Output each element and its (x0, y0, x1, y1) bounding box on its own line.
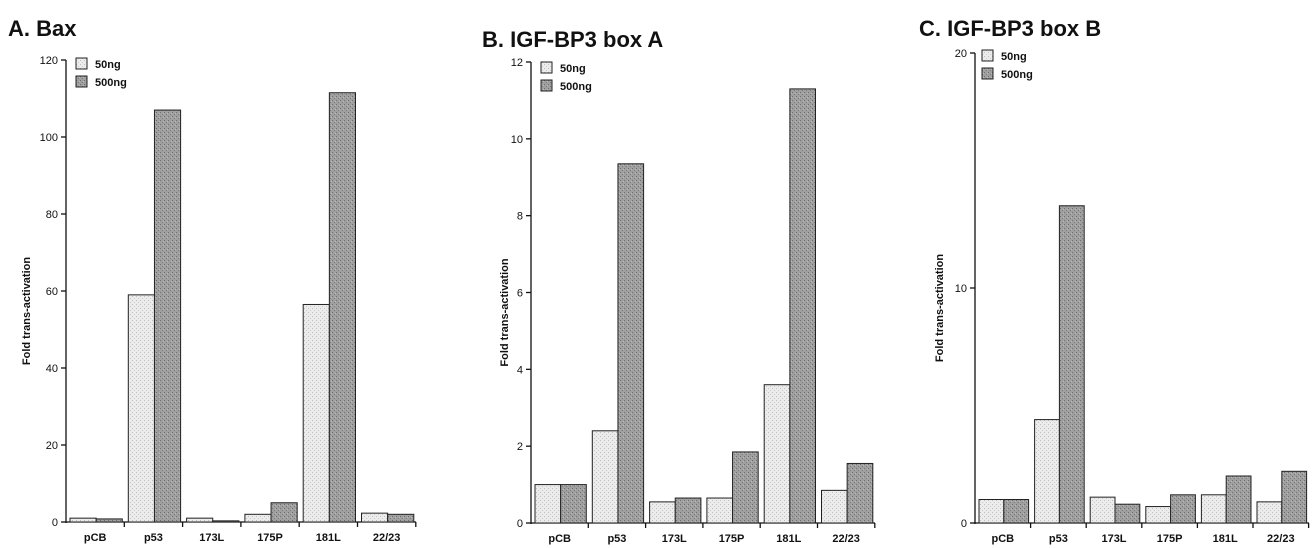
y-tick-label: 60 (46, 286, 58, 298)
x-tick-label: 22/23 (373, 532, 401, 544)
bar-50ng-181L (763, 384, 791, 524)
y-tick-label: 12 (511, 57, 523, 69)
bar-500ng-173L (1114, 503, 1141, 524)
x-tick-label: p53 (1049, 533, 1068, 545)
bar-500ng-pCB (560, 484, 587, 524)
bar-50ng-181L (1200, 494, 1227, 524)
chart-3: C. IGF-BP3 box B 0 10 20 Fold trans-activati… (919, 16, 1310, 545)
legend-label: 50ng (95, 59, 121, 71)
x-tick-label: 175P (257, 532, 283, 544)
y-tick-label: 10 (511, 134, 523, 146)
y-tick-label: 0 (961, 518, 967, 530)
x-tick-label: pCB (84, 532, 107, 544)
bar-50ng-pCB (534, 484, 562, 524)
bar-500ng-22/23 (387, 513, 415, 523)
bar-500ng-pCB (1003, 499, 1030, 524)
bar-500ng-181L (789, 88, 816, 524)
x-tick-label: 175P (1157, 533, 1183, 545)
legend-swatch (540, 79, 553, 92)
bar-50ng-173L (1089, 496, 1116, 524)
legend-swatch (981, 67, 994, 80)
bar-50ng-p53 (127, 294, 155, 523)
x-tick-label: pCB (548, 533, 571, 545)
x-tick-label: p53 (607, 533, 626, 545)
legend-swatch (981, 49, 994, 62)
bar-50ng-173L (649, 501, 676, 524)
bar-50ng-175P (706, 497, 734, 524)
y-tick-label: 4 (517, 364, 523, 376)
legend-label: 500ng (95, 77, 127, 89)
y-tick-label: 6 (517, 288, 523, 300)
y-tick-label: 100 (40, 132, 58, 144)
x-tick-label: 22/23 (1267, 533, 1295, 545)
y-tick-label: 80 (46, 209, 58, 221)
bar-50ng-173L (186, 517, 214, 523)
chart-title: C. IGF-BP3 box B (919, 16, 1101, 41)
y-tick-label: 2 (517, 441, 523, 453)
bar-50ng-p53 (1034, 419, 1060, 524)
x-tick-label: 181L (776, 533, 801, 545)
y-axis-label: Fold trans-activation (21, 257, 33, 365)
bar-50ng-22/23 (1256, 501, 1283, 524)
bar-50ng-175P (1145, 506, 1172, 524)
bar-500ng-22/23 (846, 462, 874, 524)
x-tick-label: 22/23 (832, 533, 860, 545)
x-tick-label: 173L (199, 532, 224, 544)
bar-500ng-181L (1225, 475, 1252, 524)
y-axis-label: Fold trans-activation (934, 254, 946, 362)
legend-label: 50ng (560, 63, 586, 75)
y-axis-label: Fold trans-activation (499, 258, 511, 366)
bar-500ng-181L (328, 92, 357, 523)
x-tick-label: 173L (662, 533, 687, 545)
bar-500ng-173L (212, 520, 240, 523)
legend-swatch (540, 61, 553, 74)
y-tick-label: 10 (955, 283, 967, 295)
legend-label: 500ng (1001, 69, 1033, 81)
chart-1: A. Bax 0 20 40 60 80 100 120 Fold trans-activati… (8, 16, 417, 544)
x-tick-label: 181L (316, 532, 341, 544)
x-tick-label: p53 (144, 532, 163, 544)
chart-title: B. IGF-BP3 box A (482, 27, 663, 52)
bar-500ng-22/23 (1281, 470, 1308, 524)
y-tick-label: 120 (40, 55, 58, 67)
x-tick-label: pCB (991, 533, 1014, 545)
bar-500ng-175P (270, 502, 298, 523)
y-tick-label: 8 (517, 211, 523, 223)
bar-500ng-p53 (617, 163, 645, 524)
y-tick-label: 40 (46, 363, 58, 375)
bar-50ng-22/23 (361, 512, 389, 523)
chart-2: B. IGF-BP3 box A 0 2 4 6 8 10 12 Fold trans-acti… (482, 27, 876, 545)
y-tick-label: 20 (46, 440, 58, 452)
y-tick-label: 20 (955, 48, 967, 60)
x-tick-label: 175P (719, 533, 745, 545)
bar-500ng-p53 (153, 109, 182, 523)
bar-50ng-pCB (978, 499, 1005, 524)
bar-500ng-pCB (95, 518, 123, 523)
legend-label: 500ng (560, 81, 592, 93)
bar-500ng-175P (1170, 494, 1196, 524)
legend-swatch (75, 75, 88, 88)
legend-swatch (75, 57, 88, 70)
bar-500ng-173L (674, 497, 702, 524)
bar-50ng-p53 (591, 430, 619, 524)
legend-label: 50ng (1001, 51, 1027, 63)
chart-title: A. Bax (8, 16, 77, 41)
bar-50ng-181L (302, 303, 330, 523)
bar-500ng-p53 (1058, 205, 1085, 524)
y-tick-label: 0 (52, 517, 58, 529)
y-tick-label: 0 (517, 518, 523, 530)
x-tick-label: 181L (1213, 533, 1238, 545)
x-tick-label: 173L (1101, 533, 1126, 545)
bar-50ng-pCB (69, 517, 97, 523)
bar-500ng-175P (732, 451, 759, 524)
bar-50ng-175P (244, 513, 272, 523)
bar-50ng-22/23 (821, 489, 848, 524)
